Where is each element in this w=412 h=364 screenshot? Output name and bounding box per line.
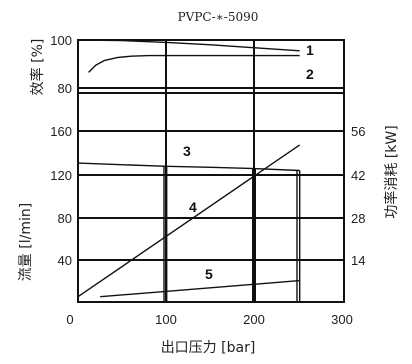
y-right-tick-label: 28 <box>351 211 365 226</box>
bottom-y-tick-labels: 160 120 80 40 <box>50 124 72 268</box>
x-tick-labels: 0 100 200 300 <box>66 312 352 327</box>
x-tick-label: 300 <box>331 312 353 327</box>
right-y-tick-labels: 56 42 28 14 <box>351 124 365 268</box>
right-y-axis-label: 功率消耗 [kW] <box>383 125 400 218</box>
curve-2-line <box>88 54 300 73</box>
x-tick-label: 100 <box>155 312 177 327</box>
curve-label-4: 4 <box>189 199 197 215</box>
y-tick-label: 80 <box>58 211 72 226</box>
bottom-y-axis-label: 流量 [l/min] <box>18 203 34 281</box>
curve-3-line <box>77 162 300 172</box>
y-tick-label: 160 <box>50 124 72 139</box>
y-tick-label: 120 <box>50 168 72 183</box>
cutoff-drop-2 <box>252 168 256 303</box>
top-panel-frame <box>77 39 345 94</box>
curve-label-3: 3 <box>183 143 191 159</box>
curve-labels: 1 2 3 4 5 <box>183 42 314 282</box>
curve-1-line <box>77 39 300 52</box>
cutoff-drop-3 <box>296 170 301 303</box>
x-tick-label: 0 <box>66 312 73 327</box>
x-tick-label: 200 <box>243 312 265 327</box>
y-tick-label: 80 <box>58 81 72 96</box>
y-tick-label: 100 <box>50 33 72 48</box>
y-right-tick-label: 56 <box>351 124 365 139</box>
x-axis-label: 出口压力 [bar] <box>161 340 256 356</box>
y-right-tick-label: 42 <box>351 168 365 183</box>
grid <box>77 40 345 302</box>
top-y-axis-label: 效率 [%] <box>29 39 46 96</box>
curve-label-1: 1 <box>306 42 314 58</box>
curve-4-line <box>77 144 301 298</box>
curve-5-line <box>100 279 300 298</box>
y-tick-label: 40 <box>58 253 72 268</box>
chart-title: PVPC-∗-5090 <box>178 10 259 24</box>
curve-label-2: 2 <box>306 66 314 82</box>
curves <box>77 39 301 303</box>
cutoff-drop-1 <box>163 166 168 303</box>
y-right-tick-label: 14 <box>351 253 365 268</box>
top-y-tick-labels: 100 80 <box>50 33 72 96</box>
curve-label-5: 5 <box>205 266 213 282</box>
